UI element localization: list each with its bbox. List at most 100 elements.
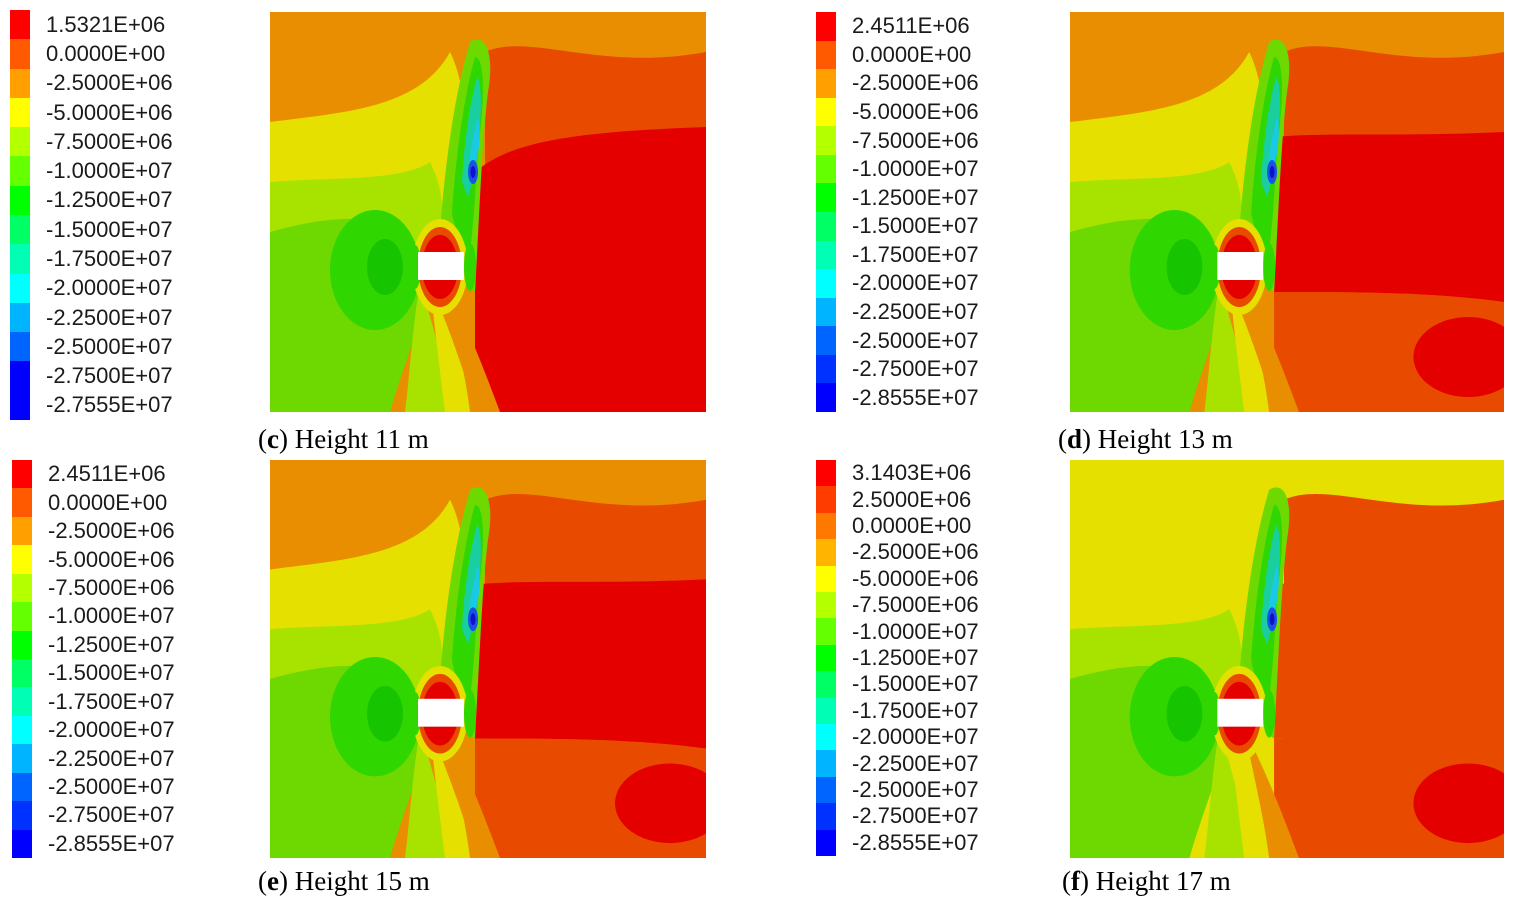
caption-text-e: Height 15 m — [294, 866, 430, 896]
contour-svg — [270, 12, 706, 412]
legend-label: 2.5000E+06 — [852, 486, 972, 512]
legend-d: 2.4511E+06 0.0000E+00 -2.5000E+06 -5.0000E+… — [816, 12, 1016, 413]
contour-main-right-zone — [475, 579, 706, 749]
legend-swatch — [816, 354, 836, 384]
legend-label: -2.0000E+07 — [852, 270, 979, 296]
contour-lower-right-spot — [615, 763, 706, 844]
legend-label: -2.7500E+07 — [48, 802, 175, 828]
contour-lower-fan-3 — [445, 282, 500, 412]
legend-label: 0.0000E+00 — [852, 513, 972, 538]
legend-swatch — [816, 565, 836, 593]
legend-label: -2.5000E+06 — [46, 70, 173, 96]
legend-swatch — [10, 302, 30, 333]
legend-label: 3.1403E+06 — [852, 460, 972, 486]
legend-label: -1.7500E+07 — [48, 688, 175, 714]
legend-swatch — [10, 127, 30, 157]
legend-swatch — [816, 97, 836, 127]
legend-label: -2.5000E+07 — [852, 327, 979, 353]
legend-swatch — [816, 486, 836, 514]
contour-strip-core — [468, 117, 480, 172]
legend-label: -1.0000E+07 — [48, 603, 175, 629]
contour-strip-inner — [1261, 524, 1280, 645]
legend-swatch — [12, 829, 32, 859]
legend-label: -1.5000E+07 — [852, 213, 979, 239]
legend-label: -1.2500E+07 — [46, 187, 173, 213]
legend-label: -2.8555E+07 — [852, 829, 979, 855]
legend-label: -2.5000E+06 — [48, 518, 175, 544]
contour-strip-peak-core — [470, 613, 476, 626]
legend-label: -2.8555E+07 — [852, 384, 979, 410]
legend-label: -5.0000E+06 — [46, 99, 173, 125]
legend-swatch — [12, 744, 32, 774]
caption-text-d: Height 13 m — [1097, 424, 1233, 454]
contour-opening-right-side — [1263, 689, 1276, 738]
legend-label: -2.8555E+07 — [48, 830, 175, 856]
legend-swatch — [816, 724, 836, 751]
contour-opening-right-side — [464, 243, 476, 291]
legend-swatch — [816, 644, 836, 672]
contour-main-right-zone — [1274, 579, 1504, 749]
legend-swatch — [816, 326, 836, 356]
excavation-opening — [1217, 252, 1264, 280]
contour-lower-fan-3 — [1244, 728, 1299, 858]
caption-text-f: Height 17 m — [1095, 866, 1231, 896]
legend-swatch — [12, 772, 32, 802]
contour-plot-c — [270, 12, 706, 412]
contour-plot-e — [270, 460, 706, 858]
excavation-opening — [418, 252, 464, 280]
contour-strip-core — [1267, 117, 1279, 172]
legend-label: -2.5000E+07 — [48, 773, 175, 799]
legend-swatch — [816, 212, 836, 242]
contour-strip-inner — [1261, 77, 1280, 197]
contour-left-green-deep — [1166, 239, 1203, 295]
legend-label: -2.2500E+07 — [852, 750, 979, 776]
contour-left-green-deep — [367, 239, 403, 295]
legend-swatch — [816, 776, 836, 804]
legend-label: -5.0000E+06 — [48, 546, 175, 572]
legend-swatch — [816, 592, 836, 619]
legend-swatch — [816, 40, 836, 70]
caption-letter-f: f — [1071, 866, 1080, 896]
legend-swatch — [10, 68, 30, 99]
caption-f: (f) Height 17 m — [1062, 866, 1231, 896]
legend-swatch — [12, 687, 32, 717]
legend-swatch — [10, 390, 30, 421]
contour-opening-right-side — [1263, 243, 1276, 291]
legend-swatch — [816, 803, 836, 831]
legend-swatch — [12, 602, 32, 632]
contour-left-green-deep — [367, 685, 403, 742]
excavation-opening — [418, 698, 464, 727]
legend-label: -2.7555E+07 — [46, 392, 173, 418]
caption-text-c: Height 11 m — [294, 424, 429, 454]
contour-lower-right-spot — [1413, 763, 1504, 844]
legend-label: -1.5000E+07 — [46, 216, 173, 242]
contour-lower-fan-3 — [1244, 282, 1299, 412]
legend-f: 3.1403E+06 2.5000E+06 0.0000E+00 -2.5000E+0… — [816, 460, 1016, 857]
caption-d: (d) Height 13 m — [1058, 424, 1233, 454]
legend-swatch — [12, 715, 32, 745]
caption-letter-d: d — [1067, 424, 1083, 454]
contour-plot-f — [1070, 460, 1504, 858]
legend-swatch — [816, 460, 836, 487]
legend-swatch — [816, 183, 836, 213]
caption-e: (e) Height 15 m — [258, 866, 430, 896]
legend-swatch — [816, 750, 836, 778]
legend-label: -7.5000E+06 — [48, 574, 175, 600]
legend-swatch — [816, 618, 836, 646]
legend-label: -2.2500E+07 — [852, 299, 979, 324]
legend-label: -2.5000E+07 — [46, 333, 173, 359]
legend-swatch — [12, 801, 32, 831]
caption-c: (c) Height 11 m — [258, 424, 429, 454]
legend-swatch — [816, 240, 836, 270]
legend-swatch — [816, 697, 836, 725]
legend-label: -7.5000E+06 — [852, 127, 979, 153]
contour-strip-core — [468, 564, 480, 620]
legend-swatch — [10, 10, 30, 40]
legend-swatch — [10, 273, 30, 304]
legend-swatch — [10, 185, 30, 216]
contour-svg — [1070, 460, 1504, 858]
contour-svg — [270, 460, 706, 858]
contour-strip-inner — [462, 77, 481, 197]
legend-c: 1.5321E+06 0.0000E+00 -2.5000E+06 -5.0000E+… — [10, 10, 210, 421]
legend-label: 1.5321E+06 — [46, 11, 166, 37]
